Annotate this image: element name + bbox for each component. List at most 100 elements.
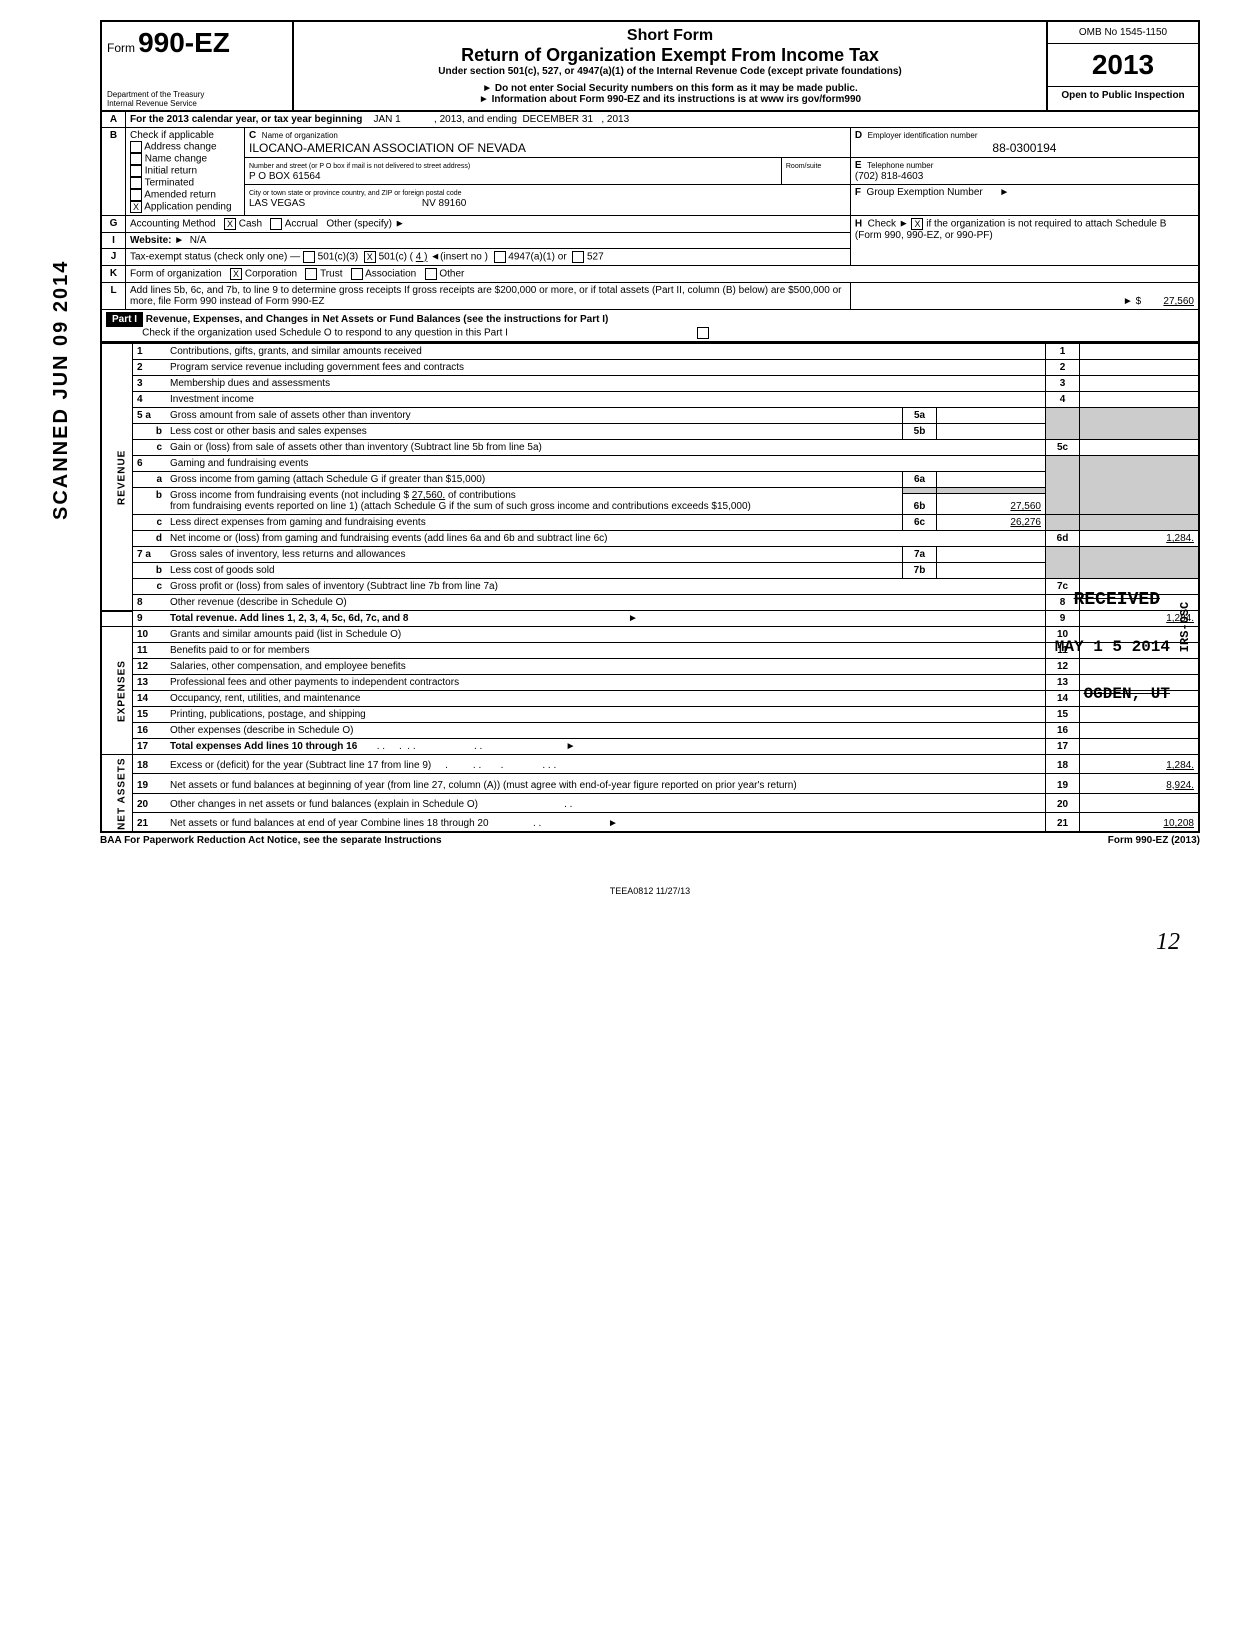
l9-arrow: ►: [628, 613, 638, 624]
l2-n: 2: [133, 360, 167, 376]
l21-rn: 21: [1046, 812, 1080, 832]
row-c-addr: Number and street (or P O box if mail is…: [245, 158, 782, 185]
check-assoc[interactable]: [351, 268, 363, 280]
h-label: H: [855, 219, 862, 230]
l5b-mn: 5b: [903, 424, 937, 440]
row-l: Add lines 5b, 6c, and 7b, to line 9 to d…: [126, 283, 851, 310]
check-trust[interactable]: [305, 268, 317, 280]
check-pending[interactable]: X: [130, 201, 142, 213]
check-header: Check if applicable: [130, 130, 240, 141]
check-other[interactable]: [425, 268, 437, 280]
part1-sub: Check if the organization used Schedule …: [142, 328, 508, 339]
check-501c3[interactable]: [303, 251, 315, 263]
check-h[interactable]: X: [911, 218, 923, 230]
l21-v: 10,208: [1080, 812, 1200, 832]
bullet1: ► Do not enter Social Security numbers o…: [304, 83, 1036, 94]
l7a-mn: 7a: [903, 547, 937, 563]
l1-rn: 1: [1046, 344, 1080, 360]
l6d-v: 1,284.: [1080, 531, 1200, 547]
l7a-mv: [937, 547, 1046, 563]
footer: BAA For Paperwork Reduction Act Notice, …: [100, 835, 1200, 846]
stamp-date: MAY 1 5 2014: [1055, 638, 1170, 656]
header-center: Short Form Return of Organization Exempt…: [294, 22, 1046, 110]
l21-arrow: ►: [608, 818, 618, 829]
ein-label: Employer identification number: [868, 131, 978, 140]
check-part1[interactable]: [697, 327, 709, 339]
check-4947[interactable]: [494, 251, 506, 263]
opt-initial: Initial return: [145, 166, 197, 177]
l6b-n: b: [133, 488, 167, 515]
l6a-d: Gross income from gaming (attach Schedul…: [166, 472, 903, 488]
row-g: Accounting Method X Cash Accrual Other (…: [126, 216, 851, 233]
l15-d: Printing, publications, postage, and shi…: [166, 707, 1046, 723]
l16-n: 16: [133, 723, 167, 739]
l12-v: [1080, 659, 1200, 675]
room-label: Room/suite: [786, 163, 821, 170]
l17-rn: 17: [1046, 739, 1080, 755]
omb-number: OMB No 1545-1150: [1048, 22, 1198, 44]
row-e: E Telephone number (702) 818-4603: [850, 158, 1199, 185]
l3-v: [1080, 376, 1200, 392]
website: N/A: [190, 235, 207, 246]
l6-n: 6: [133, 456, 167, 472]
l6-shade2: [1080, 456, 1200, 515]
l16-d: Other expenses (describe in Schedule O): [166, 723, 1046, 739]
l5b-mv: [937, 424, 1046, 440]
k-assoc: Association: [365, 269, 416, 280]
l17-n: 17: [133, 739, 167, 755]
f-arrow: ►: [999, 187, 1009, 198]
l6-d: Gaming and fundraising events: [166, 456, 1046, 472]
l20-rn: 20: [1046, 793, 1080, 812]
l4-v: [1080, 392, 1200, 408]
row-k: Form of organization X Corporation Trust…: [126, 266, 1200, 283]
opt-name: Name change: [145, 154, 207, 165]
l1-n: 1: [133, 344, 167, 360]
state-zip: NV 89160: [422, 198, 466, 209]
l20-desc: Other changes in net assets or fund bala…: [170, 799, 478, 810]
c-label: C: [249, 130, 256, 141]
l4-d: Investment income: [166, 392, 1046, 408]
check-amended[interactable]: [130, 189, 142, 201]
l6c-d: Less direct expenses from gaming and fun…: [166, 515, 903, 531]
l5-shade1: [1046, 408, 1080, 440]
check-corp[interactable]: X: [230, 268, 242, 280]
l15-n: 15: [133, 707, 167, 723]
j-c: 501(c) (: [379, 252, 413, 263]
check-501c[interactable]: X: [364, 251, 376, 263]
l7b-mn: 7b: [903, 563, 937, 579]
l6-shade1: [1046, 456, 1080, 515]
scanned-stamp: SCANNED JUN 09 2014: [50, 260, 73, 520]
check-527[interactable]: [572, 251, 584, 263]
open-public: Open to Public Inspection: [1048, 87, 1198, 104]
l13-rn: 13: [1046, 675, 1080, 691]
g-other: Other (specify) ►: [326, 219, 404, 230]
l9-desc: Total revenue. Add lines 1, 2, 3, 4, 5c,…: [170, 613, 408, 624]
footer-right: Form 990-EZ (2013): [1108, 835, 1200, 846]
l4-n: 4: [133, 392, 167, 408]
check-address[interactable]: [130, 141, 142, 153]
header-right: OMB No 1545-1150 2013 Open to Public Ins…: [1046, 22, 1198, 110]
info-block: A For the 2013 calendar year, or tax yea…: [100, 110, 1200, 343]
l16-v: [1080, 723, 1200, 739]
l5a-mv: [937, 408, 1046, 424]
stamp-ogden: OGDEN, UT: [1084, 685, 1170, 703]
opt-address: Address change: [144, 142, 216, 153]
check-terminated[interactable]: [130, 177, 142, 189]
check-name[interactable]: [130, 153, 142, 165]
grp-label: Group Exemption Number: [867, 187, 983, 198]
l5c-v: [1080, 440, 1200, 456]
l17-desc: Total expenses Add lines 10 through 16: [170, 741, 357, 752]
telephone: (702) 818-4603: [855, 171, 923, 182]
l5b-n: b: [133, 424, 167, 440]
page-bottom: TEEA0812 11/27/13: [100, 886, 1200, 896]
opt-pending: Application pending: [144, 202, 231, 213]
l11-n: 11: [133, 643, 167, 659]
part1-header: Part I Revenue, Expenses, and Changes in…: [101, 310, 1199, 343]
row-k-label: K: [101, 266, 126, 283]
check-accrual[interactable]: [270, 218, 282, 230]
row-i: Website: ► N/A: [126, 233, 851, 249]
check-cash[interactable]: X: [224, 218, 236, 230]
l21-desc: Net assets or fund balances at end of ye…: [170, 818, 489, 829]
j-text: Tax-exempt status (check only one) —: [130, 252, 300, 263]
check-initial[interactable]: [130, 165, 142, 177]
